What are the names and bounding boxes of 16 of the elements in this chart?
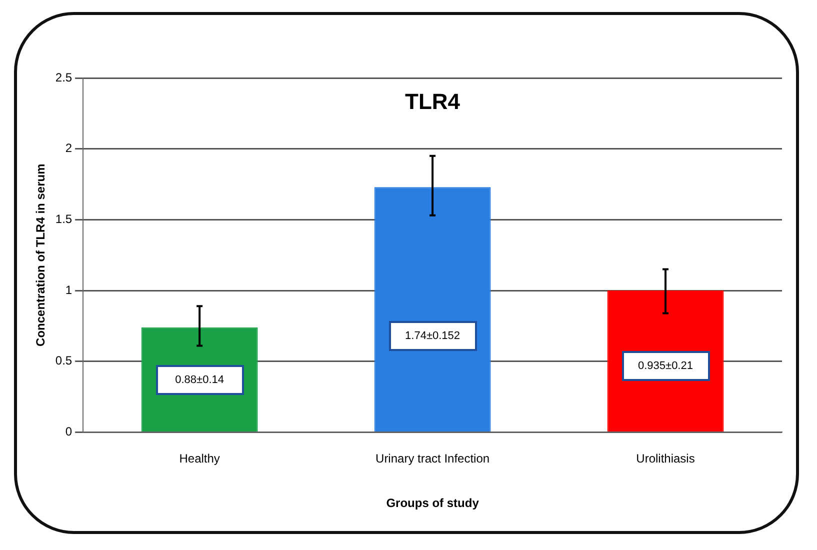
text-box: 0.88±0.14 — [156, 365, 244, 396]
text: TLR4 — [405, 89, 461, 114]
y-tick-label: 0.5 — [55, 354, 72, 368]
text-box: 0.935±0.21 — [622, 351, 710, 382]
x-tick-label: Healthy — [179, 452, 220, 466]
y-axis-title: Concentration of TLR4 in serum — [34, 164, 48, 346]
y-tick-label: 2.5 — [55, 70, 72, 84]
y-tick-label: 1 — [65, 282, 72, 297]
x-axis-title: Groups of study — [386, 496, 480, 510]
text-box: 1.74±0.152 — [388, 321, 477, 352]
x-tick-label: Urolithiasis — [636, 452, 695, 466]
y-tick-label: 2 — [65, 141, 72, 156]
bar — [374, 187, 491, 432]
y-tick-label: 0 — [65, 424, 72, 439]
y-tick-label: 1.5 — [55, 212, 72, 226]
x-tick-label: Urinary tract Infection — [376, 452, 490, 466]
